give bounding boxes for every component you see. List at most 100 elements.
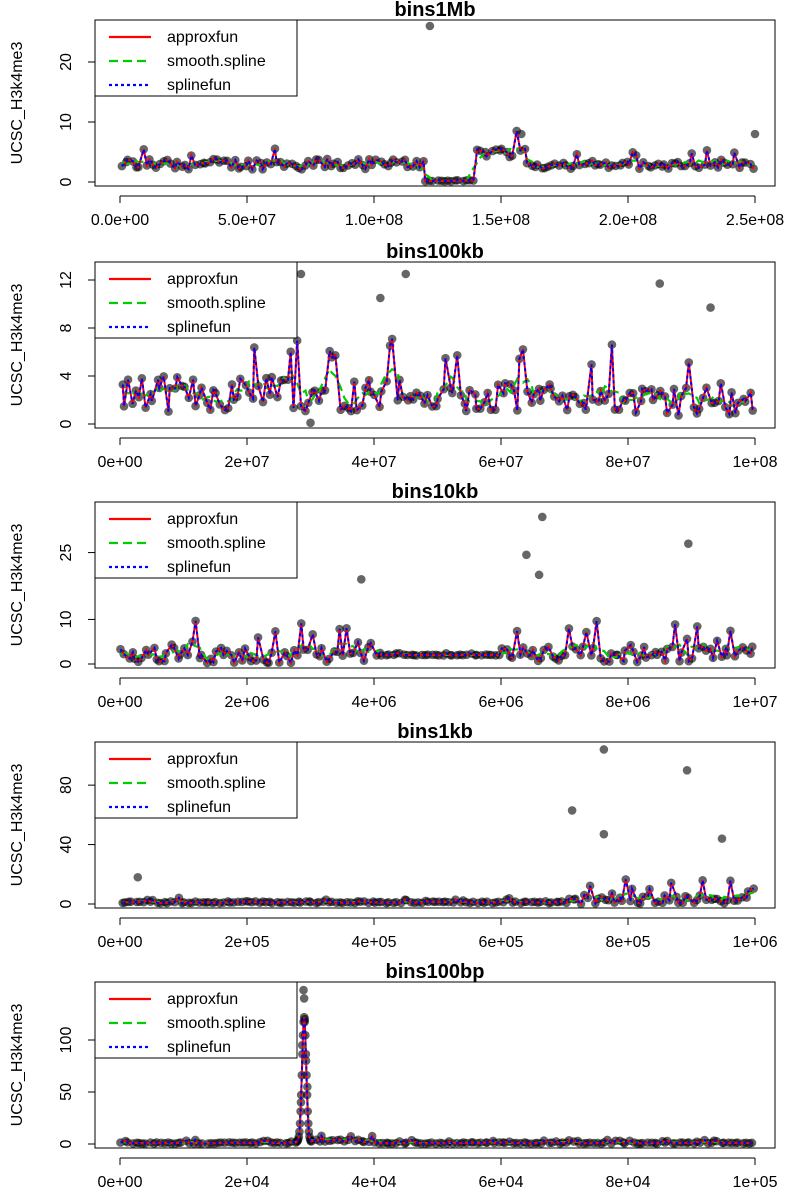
- chart-title: bins10kb: [392, 481, 479, 503]
- data-point-outlier: [357, 575, 366, 584]
- legend-label: smooth.spline: [167, 53, 266, 70]
- legend-label: splinefun: [167, 1039, 231, 1056]
- x-tick-label: 2e+05: [225, 934, 270, 951]
- x-tick-label: 1.5e+08: [472, 212, 530, 229]
- legend: approxfun smooth.spline splinefun: [94, 19, 298, 97]
- legend-box: [94, 19, 298, 97]
- y-tick-label: 12: [58, 271, 75, 289]
- legend: approxfun smooth.spline splinefun: [94, 981, 298, 1059]
- x-tick-label: 1e+05: [733, 1174, 778, 1191]
- data-point-outlier: [706, 303, 715, 312]
- data-point-outlier: [534, 570, 544, 580]
- x-tick-label: 4e+06: [352, 694, 397, 711]
- y-axis-label: UCSC_H3k4me3: [9, 524, 26, 647]
- series-splinefun: [120, 1016, 753, 1145]
- x-axis: 0.0e+00 5.0e+07 1.0e+08 1.5e+08 2.0e+08 2.5e+…: [91, 195, 784, 229]
- x-tick-label: 5.0e+07: [218, 212, 276, 229]
- y-tick-label: 80: [58, 776, 75, 794]
- y-tick-label: 0: [58, 1139, 75, 1148]
- data-point-outlier: [684, 539, 693, 548]
- x-tick-label: 6e+06: [479, 694, 524, 711]
- legend-box: [94, 981, 298, 1059]
- x-tick-label: 6e+07: [479, 454, 524, 471]
- data-point-outlier: [299, 994, 309, 1003]
- y-axis-label: UCSC_H3k4me3: [9, 1004, 26, 1127]
- y-axis: 0 10 20: [58, 53, 96, 186]
- x-tick-label: 1e+08: [733, 454, 778, 471]
- chart-panel-2: bins10kb UCSC_H3k4me3 0 10 25 0e+00 2e+06 4e+06…: [9, 481, 778, 711]
- x-tick-label: 0.0e+00: [91, 212, 149, 229]
- fit-curves: [121, 130, 755, 183]
- x-axis: 0e+00 2e+07 4e+07 6e+07 8e+07 1e+08: [98, 437, 778, 471]
- y-axis: 0 40 80: [58, 776, 96, 908]
- y-tick-label: 0: [58, 659, 75, 668]
- series-splinefun: [121, 130, 755, 183]
- data-point-outlier: [537, 512, 547, 522]
- y-axis-label: UCSC_H3k4me3: [9, 42, 26, 165]
- chart-panel-3: bins1kb UCSC_H3k4me3 0 40 80 0e+00 2e+05 4e+05 6…: [9, 721, 778, 951]
- legend-label: approxfun: [167, 271, 238, 288]
- x-axis: 0e+00 2e+04 4e+04 6e+04 8e+04 1e+05: [98, 1157, 778, 1191]
- x-tick-label: 6e+05: [479, 934, 524, 951]
- legend-box: [94, 741, 298, 819]
- x-tick-label: 0e+00: [98, 454, 143, 471]
- series-splinefun: [122, 879, 755, 906]
- y-tick-label: 20: [58, 53, 75, 71]
- x-tick-label: 0e+00: [98, 694, 143, 711]
- legend-label: approxfun: [167, 991, 238, 1008]
- data-point-outlier: [299, 985, 308, 995]
- x-tick-label: 2e+07: [225, 454, 270, 471]
- y-tick-label: 50: [58, 1083, 75, 1101]
- data-point-outlier: [376, 293, 385, 303]
- x-tick-label: 8e+04: [606, 1174, 651, 1191]
- data-point-outlier: [750, 129, 760, 139]
- x-tick-label: 2.0e+08: [599, 212, 657, 229]
- data-point-outlier: [425, 21, 435, 31]
- fit-curves: [121, 338, 754, 418]
- legend-label: approxfun: [167, 29, 238, 46]
- y-axis: 0 10 25: [58, 544, 96, 668]
- y-tick-label: 10: [58, 113, 75, 131]
- legend-label: splinefun: [167, 799, 231, 816]
- y-tick-label: 0: [58, 419, 75, 428]
- data-point-outlier: [296, 269, 306, 279]
- x-axis: 0e+00 2e+05 4e+05 6e+05 8e+05 1e+06: [98, 917, 778, 951]
- series-splinefun: [119, 620, 754, 666]
- x-tick-label: 4e+07: [352, 454, 397, 471]
- chart-panel-4: bins100bp UCSC_H3k4me3 0 50 100 0e+00 2e+04 4e+…: [9, 961, 778, 1191]
- data-point-outlier: [133, 872, 143, 882]
- legend-label: smooth.spline: [167, 295, 266, 312]
- y-tick-label: 0: [58, 177, 75, 186]
- chart-panel-1: bins100kb UCSC_H3k4me3 0 4 8 12 0e+00 2e+07 4e+0…: [9, 241, 778, 471]
- legend-label: splinefun: [167, 319, 231, 336]
- x-tick-label: 1e+06: [733, 934, 778, 951]
- chart-title: bins100bp: [386, 961, 485, 983]
- y-tick-label: 10: [58, 610, 75, 628]
- y-tick-label: 0: [58, 899, 75, 908]
- x-tick-label: 2e+06: [225, 694, 270, 711]
- x-tick-label: 4e+04: [352, 1174, 397, 1191]
- data-point-outlier: [599, 745, 609, 754]
- data-point-outlier: [655, 279, 665, 288]
- x-tick-label: 1.0e+08: [345, 212, 403, 229]
- y-axis-label: UCSC_H3k4me3: [9, 284, 26, 407]
- x-tick-label: 1e+07: [733, 694, 778, 711]
- data-point: [747, 1138, 757, 1148]
- legend-box: [94, 501, 298, 579]
- data-point-outlier: [567, 806, 577, 815]
- data-point-outlier: [401, 269, 411, 279]
- series-splinefun: [121, 338, 754, 418]
- x-axis: 0e+00 2e+06 4e+06 6e+06 8e+06 1e+07: [98, 677, 778, 711]
- legend: approxfun smooth.spline splinefun: [94, 501, 298, 579]
- legend-label: approxfun: [167, 511, 238, 528]
- chart-title: bins1kb: [397, 721, 473, 743]
- data-point-outlier: [306, 418, 315, 428]
- y-axis: 0 50 100: [58, 1027, 96, 1148]
- x-tick-label: 2e+04: [225, 1174, 270, 1191]
- x-tick-label: 8e+07: [606, 454, 651, 471]
- data-point-outlier: [599, 829, 609, 839]
- data-point-outlier: [717, 834, 727, 843]
- y-tick-label: 100: [58, 1027, 75, 1054]
- x-tick-label: 4e+05: [352, 934, 397, 951]
